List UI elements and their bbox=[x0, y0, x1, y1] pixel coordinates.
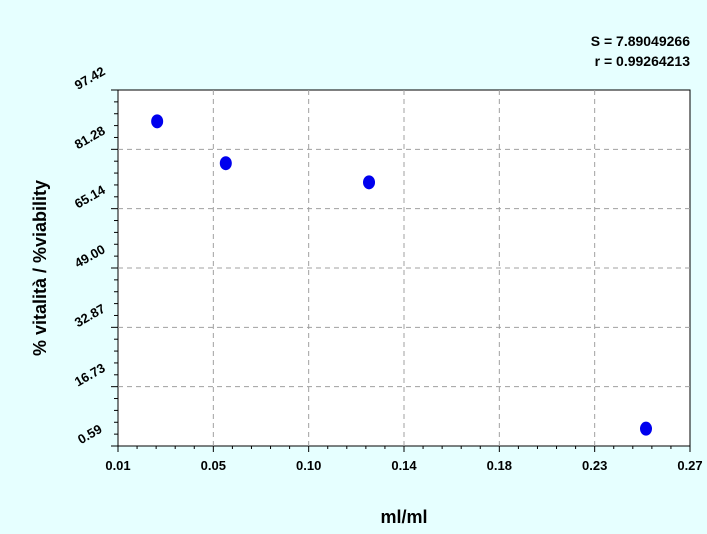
x-axis-label: ml/ml bbox=[380, 507, 427, 527]
annotation-r: r = 0.99264213 bbox=[595, 53, 691, 69]
data-point bbox=[363, 175, 376, 190]
x-tick-label: 0.05 bbox=[201, 458, 226, 473]
y-tick-label: 97.42 bbox=[72, 63, 108, 92]
x-tick-label: 0.23 bbox=[582, 458, 607, 473]
data-points bbox=[151, 114, 652, 436]
y-tick-label: 81.28 bbox=[72, 123, 108, 152]
x-tick-label: 0.14 bbox=[391, 458, 417, 473]
y-tick-label: 65.14 bbox=[72, 182, 108, 212]
minor-ticks bbox=[114, 101, 672, 449]
x-tick-label: 0.27 bbox=[677, 458, 702, 473]
y-axis-ticks: 0.59 16.73 32.87 49.00 65.14 81.28 97.42 bbox=[72, 63, 118, 447]
data-point bbox=[640, 421, 652, 436]
x-tick-label: 0.10 bbox=[296, 458, 321, 473]
data-point bbox=[151, 114, 164, 129]
plot-area bbox=[117, 89, 691, 447]
y-tick-label: 32.87 bbox=[72, 301, 108, 330]
data-point bbox=[219, 156, 232, 171]
y-tick-label: 0.59 bbox=[75, 421, 104, 447]
x-tick-label: 0.18 bbox=[487, 458, 512, 473]
x-tick-label: 0.01 bbox=[105, 458, 130, 473]
y-tick-label: 49.00 bbox=[72, 241, 108, 270]
annotation-s: S = 7.89049266 bbox=[591, 33, 690, 49]
y-axis-label: % vitalità / %viability bbox=[30, 180, 50, 356]
x-axis-ticks: 0.01 0.05 0.10 0.14 0.18 0.23 0.27 bbox=[105, 446, 703, 473]
y-tick-label: 16.73 bbox=[72, 360, 108, 389]
